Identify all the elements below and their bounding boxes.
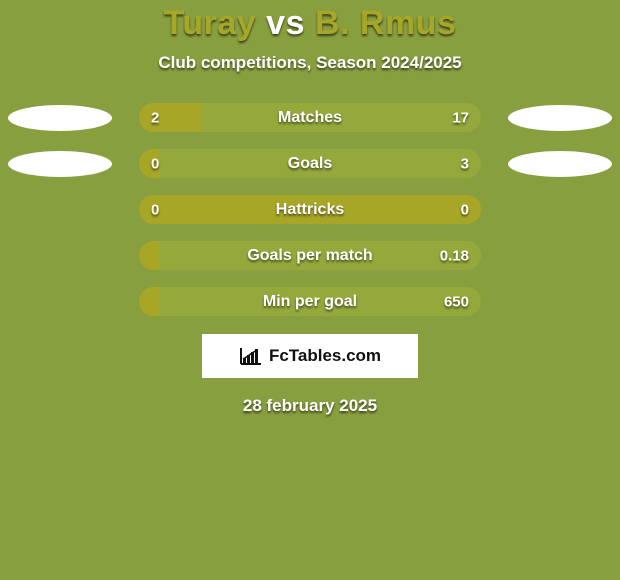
player-marker-left (8, 105, 112, 131)
title-vs: vs (266, 4, 305, 42)
title-right: B. Rmus (315, 4, 456, 42)
bar-left-fill (139, 241, 160, 270)
stat-label: Matches (278, 109, 342, 127)
stat-value-left: 2 (151, 109, 159, 126)
stat-bar: Matches 2 17 (139, 103, 481, 132)
brand-text: FcTables.com (269, 346, 381, 366)
stat-bar: Goals 0 3 (139, 149, 481, 178)
stat-value-right: 650 (444, 293, 469, 310)
bar-left-fill (139, 103, 201, 132)
stat-row: Hattricks 0 0 (0, 195, 620, 224)
stat-label: Hattricks (276, 201, 344, 219)
stat-value-left: 0 (151, 201, 159, 218)
stat-rows: Matches 2 17 Goals 0 3 Hattricks 0 0 Goals per ma… (0, 103, 620, 316)
stat-row: Goals 0 3 (0, 149, 620, 178)
stat-value-right: 0.18 (440, 247, 469, 264)
stat-value-right: 3 (461, 155, 469, 172)
stat-label: Goals per match (247, 247, 372, 265)
stat-label: Min per goal (263, 293, 357, 311)
title-left: Turay (164, 4, 257, 42)
stat-bar: Min per goal 650 (139, 287, 481, 316)
stat-bar: Hattricks 0 0 (139, 195, 481, 224)
stat-row: Min per goal 650 (0, 287, 620, 316)
brand-badge: FcTables.com (202, 334, 418, 378)
stat-value-left: 0 (151, 155, 159, 172)
stat-row: Goals per match 0.18 (0, 241, 620, 270)
stat-row: Matches 2 17 (0, 103, 620, 132)
date-label: 28 february 2025 (243, 396, 377, 416)
subtitle: Club competitions, Season 2024/2025 (158, 53, 461, 73)
stat-value-right: 17 (452, 109, 469, 126)
stat-bar: Goals per match 0.18 (139, 241, 481, 270)
chart-bar-icon (239, 346, 263, 366)
player-marker-right (508, 105, 612, 131)
player-marker-right (508, 151, 612, 177)
stat-label: Goals (288, 155, 332, 173)
bar-left-fill (139, 287, 160, 316)
comparison-infographic: Turay vs B. Rmus Club competitions, Seas… (0, 0, 620, 580)
page-title: Turay vs B. Rmus (164, 4, 457, 43)
stat-value-right: 0 (461, 201, 469, 218)
player-marker-left (8, 151, 112, 177)
